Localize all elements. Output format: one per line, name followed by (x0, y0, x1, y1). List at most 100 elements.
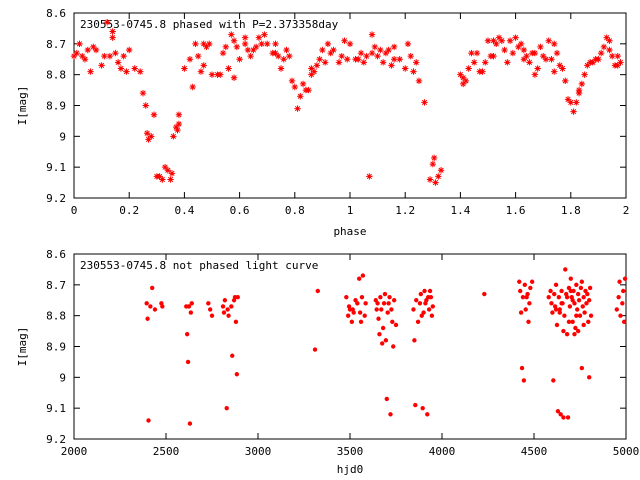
data-point (570, 319, 575, 325)
data-point (595, 56, 602, 63)
data-point (327, 49, 334, 57)
data-point (565, 415, 571, 420)
data-point (425, 412, 430, 417)
data-point (230, 37, 238, 44)
data-point (606, 46, 613, 54)
data-point (391, 298, 397, 303)
data-point (579, 279, 585, 284)
data-point (209, 313, 215, 318)
data-point (174, 126, 181, 134)
y-tick-label: 8.9 (46, 100, 66, 113)
data-point (286, 52, 293, 60)
x-tick-label: 1.4 (450, 204, 470, 217)
data-point (114, 59, 122, 66)
data-point (175, 111, 183, 118)
data-point (437, 167, 445, 174)
data-point (526, 59, 533, 66)
y-tick-label: 9 (59, 130, 66, 143)
data-point (222, 298, 228, 303)
data-point (194, 52, 202, 60)
y-axis-label: I[mag] (16, 86, 29, 126)
data-point (145, 316, 150, 321)
data-point (324, 40, 332, 48)
data-point (139, 89, 147, 97)
data-point (288, 77, 296, 85)
data-point (407, 52, 414, 60)
data-point (581, 294, 586, 300)
data-point (263, 40, 271, 48)
data-point (561, 415, 566, 420)
data-point (148, 304, 153, 309)
data-point (294, 105, 301, 112)
data-point (435, 173, 442, 180)
data-point (375, 301, 380, 306)
data-point (429, 313, 435, 318)
data-point (84, 46, 91, 54)
data-point (228, 31, 235, 38)
data-point (168, 170, 176, 177)
data-point (200, 40, 207, 48)
data-point (120, 52, 127, 60)
data-point (224, 405, 229, 411)
data-point (558, 412, 563, 417)
data-point (109, 34, 116, 41)
data-point (371, 43, 379, 51)
data-point (559, 288, 564, 294)
data-point (546, 294, 551, 300)
data-point (385, 310, 390, 315)
data-point (411, 307, 416, 312)
data-point (419, 313, 424, 318)
data-point (349, 319, 355, 325)
data-point (390, 56, 398, 63)
data-point (241, 34, 249, 41)
data-point (386, 301, 391, 306)
data-point (344, 294, 349, 300)
data-point (459, 80, 467, 88)
data-point (580, 304, 585, 309)
data-point (600, 43, 608, 51)
data-point (221, 310, 227, 315)
data-point (417, 301, 423, 306)
data-point (555, 409, 561, 414)
data-point (131, 65, 138, 72)
data-point (568, 288, 573, 294)
data-point (620, 301, 625, 306)
data-point (426, 176, 434, 183)
data-point (255, 34, 263, 41)
data-point (572, 331, 577, 337)
data-point (581, 71, 588, 78)
data-point (562, 313, 567, 318)
data-point (185, 359, 191, 365)
data-point (186, 56, 194, 63)
data-point (73, 49, 80, 57)
data-point (164, 167, 172, 174)
data-point (574, 313, 579, 318)
data-point (482, 291, 487, 297)
data-point (380, 341, 385, 346)
data-point (523, 52, 530, 60)
data-point (315, 288, 320, 294)
data-point (575, 291, 581, 297)
data-point (482, 59, 489, 66)
data-point (383, 338, 389, 343)
data-point (614, 307, 619, 312)
x-tick-label: 3000 (245, 445, 272, 458)
data-point (415, 319, 421, 325)
plot-frame (73, 253, 627, 440)
data-point (374, 52, 381, 60)
data-point (345, 313, 351, 318)
data-point (236, 56, 243, 63)
data-point (517, 40, 525, 48)
y-tick-label: 9.2 (46, 433, 66, 446)
data-point (379, 59, 387, 66)
x-tick-label: 2500 (153, 445, 180, 458)
data-point (387, 294, 392, 300)
data-point (368, 49, 376, 57)
data-point (390, 43, 398, 51)
data-point (589, 59, 597, 66)
data-point (103, 19, 111, 26)
data-point (616, 294, 621, 300)
data-point (509, 49, 517, 57)
data-point (338, 52, 345, 60)
x-axis-label: hjd0 (337, 463, 364, 476)
